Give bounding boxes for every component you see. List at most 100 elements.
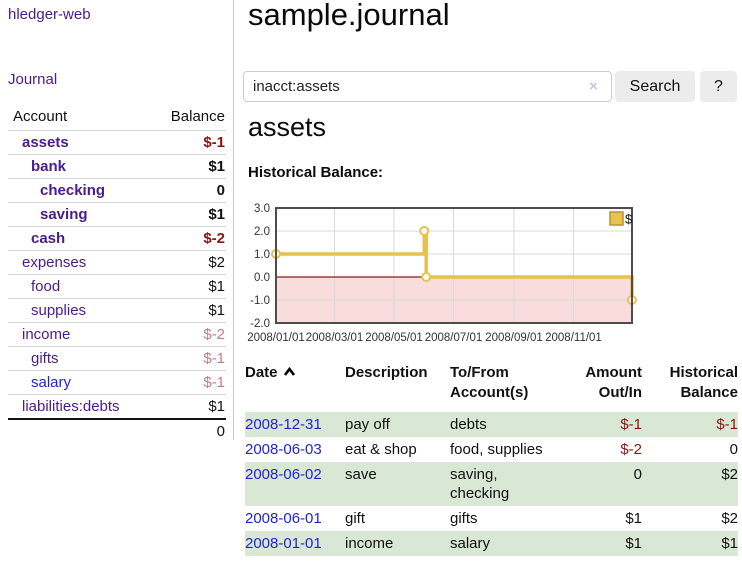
account-link-gifts[interactable]: gifts: [31, 350, 59, 367]
chart-x-tick-label: 2008/05/01: [365, 332, 423, 344]
accounts-table: Account Balance assets $-1 bank $1 checking 0…: [8, 106, 226, 443]
chart-y-tick-label: 0.0: [254, 272, 270, 284]
chart-x-tick-label: 2008/07/01: [425, 332, 483, 344]
account-balance: 0: [149, 178, 226, 203]
app-brand-link[interactable]: hledger-web: [8, 6, 91, 23]
account-link-liabilities-debts[interactable]: liabilities:debts: [22, 398, 120, 415]
account-row: salary $-1: [8, 370, 226, 395]
transaction-date-link[interactable]: 2008-06-03: [245, 441, 322, 458]
search-input[interactable]: [243, 71, 612, 102]
chart-heading: Historical Balance:: [248, 164, 384, 181]
account-row: food $1: [8, 274, 226, 299]
register-row[interactable]: 2008-01-01 income salary $1 $1: [245, 531, 738, 556]
chart-x-tick-label: 2008/11/01: [545, 332, 602, 344]
account-link-bank[interactable]: bank: [31, 158, 67, 175]
account-row: supplies $1: [8, 298, 226, 323]
register-header-accounts: To/From Account(s): [450, 364, 529, 401]
account-heading: assets: [248, 112, 327, 142]
transaction-amount: $-2: [620, 441, 642, 458]
register-row[interactable]: 2008-12-31 pay off debts $-1 $-1: [245, 412, 738, 437]
account-row: cash $-2: [8, 226, 226, 251]
account-link-cash[interactable]: cash: [31, 230, 66, 247]
register-table: Date Description To/From Account(s) Amou…: [245, 360, 738, 556]
account-row: assets $-1: [8, 130, 226, 155]
transaction-balance: 0: [729, 441, 738, 458]
account-link-food[interactable]: food: [31, 278, 61, 295]
register-header-amount: Amount Out/In: [585, 364, 642, 401]
account-link-expenses[interactable]: expenses: [22, 254, 87, 271]
chart-legend-label: $: [625, 212, 633, 227]
account-balance: $1: [149, 394, 226, 419]
account-row: liabilities:debts $1: [8, 394, 226, 419]
account-balance: $-1: [149, 346, 226, 371]
transaction-date-link[interactable]: 2008-06-01: [245, 510, 322, 527]
transaction-amount: 0: [557, 462, 642, 506]
account-row: checking 0: [8, 178, 226, 203]
transaction-accounts: saving, checking: [450, 462, 557, 506]
main-content: sample.journal × Search ? assets Histori…: [243, 0, 742, 582]
chart-legend-swatch: [609, 211, 624, 226]
register-row[interactable]: 2008-06-02 save saving, checking 0 $2: [245, 462, 738, 506]
register-row[interactable]: 2008-06-01 gift gifts $1 $2: [245, 506, 738, 531]
account-link-assets[interactable]: assets: [22, 134, 69, 151]
search-form: × Search ?: [243, 71, 737, 102]
transaction-description: income: [345, 531, 450, 556]
sort-ascending-icon: [283, 366, 295, 376]
transaction-balance: $1: [642, 531, 738, 556]
register-row[interactable]: 2008-06-03 eat & shop food, supplies $-2 0: [245, 437, 738, 462]
search-button[interactable]: Search: [615, 71, 695, 102]
account-link-salary[interactable]: salary: [31, 374, 72, 391]
transaction-date-link[interactable]: 2008-12-31: [245, 416, 322, 433]
register-header-balance: Historical Balance: [669, 364, 738, 401]
accounts-header-balance: Balance: [170, 108, 225, 125]
account-balance: $2: [149, 250, 226, 275]
register-header-description: Description: [345, 364, 428, 381]
transaction-date-link[interactable]: 2008-01-01: [245, 535, 322, 552]
transaction-accounts: debts: [450, 412, 557, 437]
help-button[interactable]: ?: [700, 71, 737, 102]
account-balance: $-1: [149, 370, 226, 395]
chart-y-tick-label: -2.0: [250, 318, 270, 330]
transaction-amount: $-1: [557, 412, 642, 437]
transaction-description: save: [345, 462, 450, 506]
transaction-description: pay off: [345, 412, 450, 437]
chart-y-tick-label: 3.0: [254, 203, 270, 215]
transaction-accounts: gifts: [450, 510, 478, 527]
historical-balance-chart: $3.0 2.0 1.0 0.0 -1.0 -2.0 2008/01/01 2008/03/0…: [247, 203, 637, 344]
account-link-saving[interactable]: saving: [40, 206, 88, 223]
chart-data-point: [419, 226, 430, 236]
transaction-description: eat & shop: [345, 441, 417, 458]
chart-border: [275, 207, 633, 324]
chart-y-tick-label: 1.0: [254, 249, 270, 261]
account-balance: $1: [149, 154, 226, 179]
transaction-balance: $2: [721, 510, 738, 527]
account-link-supplies[interactable]: supplies: [31, 302, 87, 319]
account-balance: $-2: [149, 226, 226, 251]
transaction-balance: $2: [642, 462, 738, 506]
page-title: sample.journal: [248, 0, 450, 32]
search-clear-icon[interactable]: ×: [589, 78, 598, 95]
chart-x-tick-label: 2008/09/01: [485, 332, 543, 344]
accounts-total-row: 0: [8, 418, 226, 443]
account-row: income $-2: [8, 322, 226, 347]
transaction-date-link[interactable]: 2008-06-02: [245, 466, 322, 483]
transaction-description: gift: [345, 510, 366, 527]
account-link-checking[interactable]: checking: [40, 182, 106, 199]
account-balance: $-2: [149, 322, 226, 347]
transaction-amount: $1: [625, 510, 642, 527]
sidebar-item-journal[interactable]: Journal: [8, 71, 58, 88]
account-balance: $-1: [149, 130, 226, 155]
account-balance: $1: [149, 202, 226, 227]
chart-y-tick-label: 2.0: [254, 226, 270, 238]
chart-y-tick-label: -1.0: [250, 295, 270, 307]
transaction-balance: $-1: [642, 412, 738, 437]
transaction-accounts: food, supplies: [450, 441, 543, 458]
chart-x-tick-label: 2008/01/01: [247, 332, 305, 344]
transaction-amount: $1: [557, 531, 642, 556]
account-row: gifts $-1: [8, 346, 226, 371]
sidebar-divider: [233, 0, 234, 440]
chart-x-tick-label: 2008/03/01: [306, 332, 364, 344]
account-link-income[interactable]: income: [22, 326, 71, 343]
register-header-date[interactable]: Date: [245, 360, 345, 412]
transaction-accounts: salary: [450, 531, 557, 556]
